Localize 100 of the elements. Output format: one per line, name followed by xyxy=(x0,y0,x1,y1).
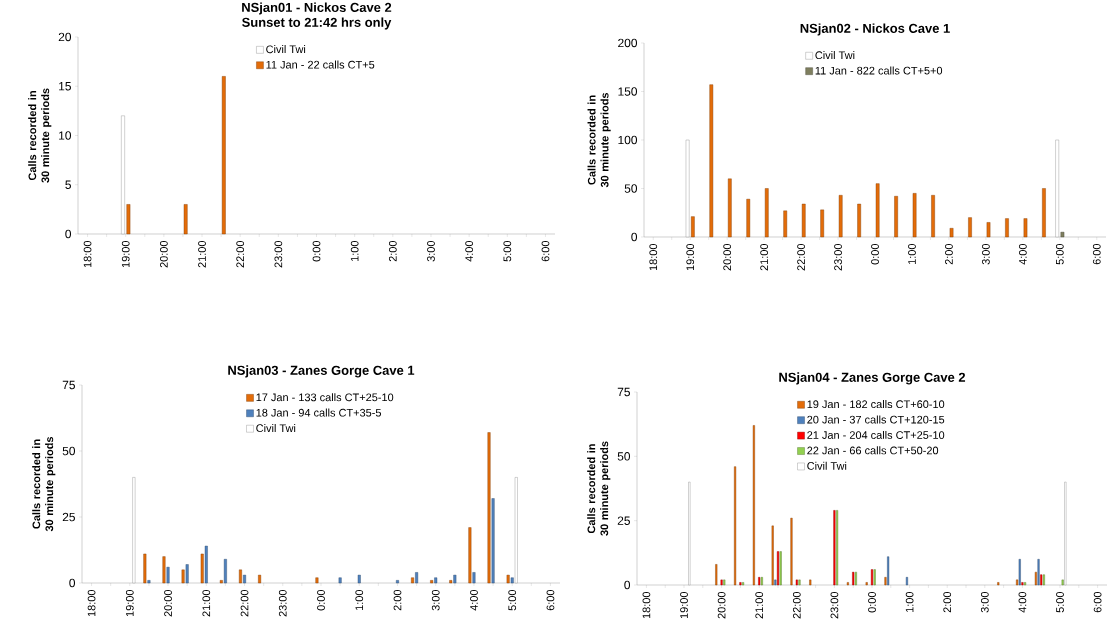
bar xyxy=(912,193,917,238)
bar xyxy=(487,432,491,584)
bar xyxy=(472,572,476,584)
y-tick-label: 200 xyxy=(618,38,638,48)
bar xyxy=(185,564,189,584)
chart-title: NSjan04 - Zanes Gorge Cave 2 xyxy=(779,372,966,385)
x-tick-label: 18:00 xyxy=(87,589,96,617)
bar xyxy=(986,222,991,238)
legend-label: Civil Twi xyxy=(807,461,847,470)
bar xyxy=(468,527,472,584)
x-tick-label: 2:00 xyxy=(945,243,953,265)
y-tick-label: 150 xyxy=(618,87,638,96)
bar xyxy=(219,580,223,584)
x-tick-label: 3:00 xyxy=(982,243,990,265)
bar xyxy=(857,203,861,238)
x-tick-label: 5:00 xyxy=(508,589,517,611)
bar xyxy=(1005,218,1009,238)
chart-title: NSjan03 - Zanes Gorge Cave 1 xyxy=(228,365,415,378)
bar xyxy=(449,580,453,584)
x-tick-label: 21:00 xyxy=(198,240,206,268)
bar xyxy=(691,216,695,238)
bar xyxy=(143,553,147,584)
legend-label: 17 Jan - 133 calls CT+25-10 xyxy=(256,393,394,402)
y-tick-label: 75 xyxy=(62,380,75,390)
y-axis-title: Calls recorded in 30 minute periods xyxy=(28,88,52,183)
y-tick-label: 100 xyxy=(618,135,638,145)
x-tick-label: 21:00 xyxy=(755,591,764,619)
bar xyxy=(453,574,457,584)
bar xyxy=(204,545,208,584)
x-tick-label: 1:00 xyxy=(905,591,914,613)
legend-label: 20 Jan - 37 calls CT+120-15 xyxy=(807,415,945,424)
bar xyxy=(968,217,972,238)
x-tick-label: 0:00 xyxy=(317,589,325,611)
chart-subtitle: Sunset to 21:42 hrs only xyxy=(242,17,392,30)
bar xyxy=(875,183,880,238)
chart-title: NSjan01 - Nickos Cave 2 xyxy=(242,2,392,15)
bar xyxy=(223,559,227,584)
bar xyxy=(727,178,732,238)
x-tick-label: 2:00 xyxy=(388,240,397,262)
legend-label: Civil Twi xyxy=(815,51,855,60)
x-tick-label: 5:00 xyxy=(1056,591,1064,613)
y-tick-label: 5 xyxy=(65,180,71,189)
x-tick-label: 1:00 xyxy=(908,243,916,265)
x-tick-label: 5:00 xyxy=(1055,243,1064,265)
bar xyxy=(396,580,399,584)
x-tick-label: 19:00 xyxy=(125,589,134,617)
y-tick-label: 0 xyxy=(631,232,638,242)
x-tick-label: 18:00 xyxy=(83,240,92,268)
bar xyxy=(1060,231,1065,238)
bar xyxy=(801,203,806,238)
x-tick-label: 0:00 xyxy=(871,243,879,265)
x-tick-label: 19:00 xyxy=(686,243,695,271)
x-tick-label: 6:00 xyxy=(1093,591,1102,613)
x-tick-label: 5:00 xyxy=(503,240,512,262)
x-tick-label: 23:00 xyxy=(830,591,839,619)
y-tick-label: 75 xyxy=(617,387,630,397)
bar xyxy=(126,204,131,235)
y-tick-label: 50 xyxy=(617,452,631,461)
bar xyxy=(411,577,414,584)
x-tick-label: 6:00 xyxy=(1092,243,1101,265)
bar xyxy=(1042,188,1046,238)
bar xyxy=(783,210,788,238)
bar xyxy=(764,188,769,238)
bar xyxy=(315,577,319,584)
x-tick-label: 20:00 xyxy=(723,243,732,271)
bar xyxy=(258,574,262,584)
x-tick-label: 22:00 xyxy=(797,243,805,271)
legend-label: 11 Jan - 822 calls CT+5+0 xyxy=(815,66,943,75)
y-tick-label: 0 xyxy=(65,229,72,239)
x-tick-label: 21:00 xyxy=(760,243,769,271)
x-tick-label: 22:00 xyxy=(240,589,249,617)
y-axis-title: Calls recorded in 30 minute periods xyxy=(587,92,611,188)
y-tick-label: 50 xyxy=(62,446,76,456)
legend-label: Civil Twi xyxy=(266,45,306,54)
y-tick-label: 50 xyxy=(624,184,638,193)
bar xyxy=(239,569,242,584)
bar xyxy=(894,196,898,238)
legend-label: 11 Jan - 22 calls CT+5 xyxy=(266,60,375,69)
x-tick-label: 3:00 xyxy=(431,589,440,611)
x-tick-label: 6:00 xyxy=(546,589,555,611)
x-tick-label: 0:00 xyxy=(312,240,321,262)
legend-label: 19 Jan - 182 calls CT+60-10 xyxy=(807,400,945,409)
x-tick-label: 23:00 xyxy=(278,589,287,617)
bar xyxy=(430,580,434,584)
bar xyxy=(491,498,495,584)
y-tick-label: 0 xyxy=(69,578,76,588)
x-tick-label: 4:00 xyxy=(1018,243,1027,265)
x-tick-label: 1:00 xyxy=(355,589,364,611)
x-tick-label: 2:00 xyxy=(393,589,402,611)
x-tick-label: 18:00 xyxy=(649,243,658,271)
x-tick-label: 22:00 xyxy=(236,240,245,268)
legend-label: 22 Jan - 66 calls CT+50-20 xyxy=(807,446,939,455)
bar xyxy=(1023,218,1028,238)
legend-label: Civil Twi xyxy=(256,423,296,433)
bar xyxy=(838,195,843,238)
bar xyxy=(162,556,166,584)
x-tick-label: 23:00 xyxy=(834,243,842,271)
x-tick-label: 4:00 xyxy=(1018,591,1027,613)
x-tick-label: 22:00 xyxy=(792,591,801,619)
chart-title: NSjan02 - Nickos Cave 1 xyxy=(800,23,950,36)
